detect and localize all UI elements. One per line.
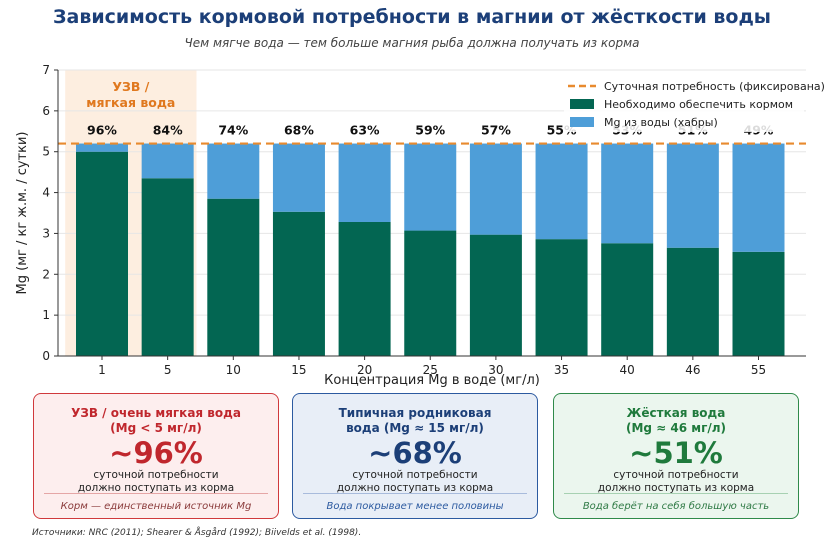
- bar-feed: [76, 151, 128, 356]
- percent-label: 96%: [87, 123, 117, 138]
- bar-feed: [666, 247, 719, 356]
- percent-label: 63%: [350, 123, 380, 138]
- x-tick-label: 5: [164, 363, 172, 377]
- y-tick-label: 0: [42, 349, 50, 363]
- bar-feed: [207, 198, 260, 356]
- chart-title: Зависимость кормовой потребности в магни…: [53, 6, 771, 28]
- card-heading: Жёсткая вода (Mg ≈ 46 мг/л): [625, 406, 727, 435]
- x-axis-label: Концентрация Mg в воде (мг/л): [324, 373, 540, 388]
- card-text: суточной потребности должно поступать из…: [597, 469, 755, 494]
- bar-water: [666, 143, 719, 248]
- y-axis-label: Mg (мг / кг ж.м. / сутки): [15, 132, 30, 295]
- x-tick-label: 15: [291, 363, 306, 377]
- legend-label: Необходимо обеспечить кормом: [604, 98, 793, 111]
- percent-label: 84%: [153, 123, 183, 138]
- bar-water: [272, 143, 325, 212]
- x-tick-label: 55: [751, 363, 766, 377]
- bar-feed: [732, 251, 785, 356]
- x-tick-label: 1: [98, 363, 106, 377]
- y-tick-label: 2: [42, 267, 50, 281]
- bar-feed: [141, 178, 194, 356]
- highlight-label: мягкая вода: [86, 95, 175, 110]
- x-tick-label: 46: [685, 363, 700, 377]
- x-tick-label: 40: [620, 363, 635, 377]
- bar-water: [535, 143, 588, 240]
- legend-swatch: [570, 117, 594, 127]
- bar-water: [601, 143, 654, 244]
- card-percent: ~51%: [629, 436, 723, 470]
- y-tick-label: 7: [42, 63, 50, 77]
- x-tick-label: 25: [423, 363, 438, 377]
- card-divider: [564, 493, 788, 494]
- card-footnote: Вода берёт на себя большую часть: [582, 501, 770, 512]
- x-tick-label: 30: [488, 363, 503, 377]
- card-text: суточной потребности должно поступать из…: [336, 469, 494, 494]
- legend-label: Mg из воды (хабры): [604, 116, 718, 129]
- card-percent: ~68%: [368, 436, 462, 470]
- card-text: суточной потребности должно поступать из…: [77, 469, 235, 494]
- bar-feed: [469, 234, 522, 356]
- bar-feed: [601, 243, 654, 356]
- highlight-label: УЗВ /: [112, 79, 149, 94]
- bar-water: [76, 143, 128, 152]
- card-heading: Типичная родниковая вода (Mg ≈ 15 мг/л): [338, 406, 492, 435]
- card-spring-water: Типичная родниковая вода (Mg ≈ 15 мг/л) …: [292, 393, 538, 519]
- y-tick-label: 3: [42, 226, 50, 240]
- legend-box: [564, 74, 804, 132]
- x-tick-label: 20: [357, 363, 372, 377]
- y-tick-label: 4: [42, 186, 50, 200]
- card-soft-water: УЗВ / очень мягкая вода (Mg < 5 мг/л) ~9…: [33, 393, 279, 519]
- y-tick-label: 5: [42, 145, 50, 159]
- card-divider: [44, 493, 268, 494]
- percent-label: 68%: [284, 123, 314, 138]
- sources-note: Источники: NRC (2011); Shearer & Åsgård …: [32, 528, 362, 538]
- percent-label: 74%: [218, 123, 248, 138]
- y-tick-label: 6: [42, 104, 50, 118]
- x-tick-label: 35: [554, 363, 569, 377]
- chart-subtitle: Чем мягче вода — тем больше магния рыба …: [184, 36, 640, 50]
- bar-water: [207, 143, 260, 199]
- percent-label: 59%: [415, 123, 445, 138]
- bar-feed: [404, 230, 457, 356]
- y-tick-label: 1: [42, 308, 50, 322]
- legend-swatch: [570, 99, 594, 109]
- bar-water: [469, 143, 522, 235]
- x-tick-label: 10: [226, 363, 241, 377]
- percent-label: 57%: [481, 123, 511, 138]
- card-percent: ~96%: [109, 436, 203, 470]
- card-footnote: Вода покрывает менее половины: [326, 501, 504, 512]
- bar-chart: УЗВ /мягкая вода 96% 84% 74% 68% 63% 59% 57% 55…: [15, 63, 824, 388]
- card-footnote: Корм — единственный источник Mg: [60, 501, 252, 512]
- bar-feed: [535, 239, 588, 356]
- bar-water: [404, 143, 457, 231]
- legend-label: Суточная потребность (фиксирована): [604, 80, 824, 93]
- card-divider: [303, 493, 527, 494]
- bar-feed: [338, 221, 391, 356]
- bar-water: [732, 143, 785, 252]
- card-heading: УЗВ / очень мягкая вода (Mg < 5 мг/л): [71, 406, 241, 435]
- bar-water: [141, 143, 194, 179]
- bar-feed: [272, 211, 325, 356]
- bar-water: [338, 143, 391, 222]
- card-hard-water: Жёсткая вода (Mg ≈ 46 мг/л) ~51% суточно…: [553, 393, 799, 519]
